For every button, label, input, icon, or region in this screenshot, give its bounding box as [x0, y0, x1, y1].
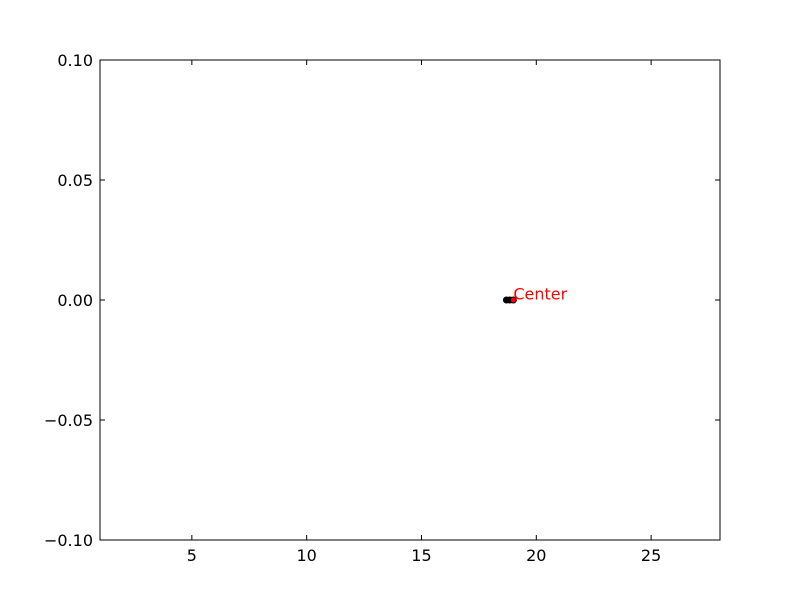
axes-frame [99, 59, 721, 541]
y-tick-label: 0.05 [57, 171, 93, 190]
data-point [509, 296, 517, 304]
points-layer [502, 296, 517, 304]
y-tick-label: −0.05 [44, 411, 93, 430]
x-tick-label: 5 [187, 546, 197, 565]
ticks-layer: 5 10 15 20 25 −0.10 −0.05 0.00 0.05 0.10 [44, 51, 720, 565]
y-tick-label: −0.10 [44, 531, 93, 550]
x-tick-label: 15 [411, 546, 431, 565]
x-tick-label: 20 [526, 546, 546, 565]
x-tick-label: 10 [296, 546, 316, 565]
y-tick-label: 0.10 [57, 51, 93, 70]
x-tick-label: 25 [641, 546, 661, 565]
y-tick-label: 0.00 [57, 291, 93, 310]
annotation-label: Center [513, 285, 567, 304]
annotations-layer: Center [513, 285, 567, 304]
